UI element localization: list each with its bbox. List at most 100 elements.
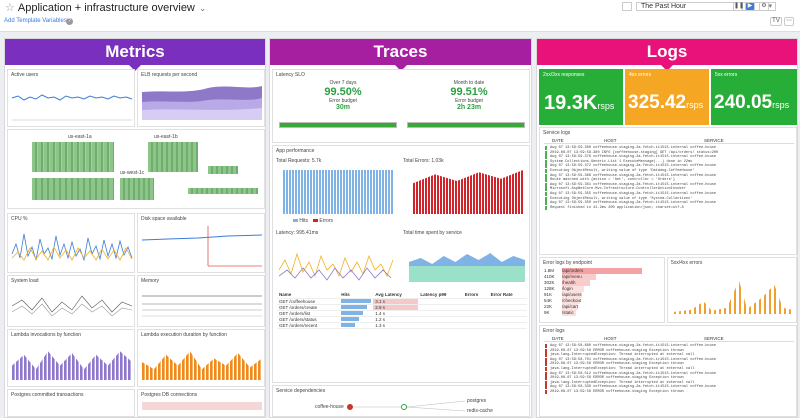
log-line[interactable]: System.Collections.Generic.List`1 Execut… [544,159,794,165]
column-header[interactable]: SERVICE [704,138,724,143]
tile-title: 4xx errors [629,72,652,78]
log-line[interactable]: Aug 07 13:59:59.361 coffeehouse-staging-… [544,182,794,188]
log-line[interactable]: Aug 07 13:59:59.350 coffeehouse-staging-… [544,201,794,206]
column-header[interactable]: Avg Latency [373,292,419,299]
toplist-row[interactable]: 302K/health [544,280,662,286]
system-load-chart [11,295,133,317]
hostmap-widget[interactable]: us-east-1a us-east-1b us-west-1c [7,129,265,209]
column-header[interactable]: Errors [462,292,489,299]
widget-title: ELB requests per second [141,72,198,78]
service-dependencies-widget[interactable]: Service dependencies coffee-house postgr… [272,385,530,417]
tv-mode-button[interactable]: TV [770,17,782,26]
table-row[interactable]: GET /orders/create 2.9 s [277,304,527,311]
log-line[interactable]: Executing ObjectResult, writing value of… [544,196,794,202]
disk-widget[interactable]: Disk space available [137,213,265,273]
pg-conn-widget[interactable]: Postgres DB connections [137,389,265,417]
pg-tx-widget[interactable]: Postgres committed transactions [7,389,135,417]
help-icon[interactable]: ? [66,18,73,25]
system-load-widget[interactable]: System load [7,275,135,327]
table-row[interactable]: GET /coffeehouse 3.1 s [277,298,527,305]
latency-chart [279,252,394,281]
2xx-responses-tile[interactable]: 2xx/3xx responses 19.3Krsps [539,69,623,125]
log-line[interactable]: 2019-08-07 13:59:58 ERROR coffeehouse-st… [544,376,794,381]
cpu-widget[interactable]: CPU % [7,213,135,273]
5xx-4xx-errors-widget[interactable]: 5xx/4xx errors [667,257,797,323]
hostmap-hexgroup [120,178,154,200]
5xx-errors-tile[interactable]: 5xx errors 240.05rsps [711,69,797,125]
log-line[interactable]: Aug 07 13:59:59.366 coffeehouse-staging-… [544,173,794,179]
column-header[interactable]: DATE [552,336,564,341]
time-range-select[interactable]: The Past Hour ▾ [636,2,776,11]
service-node[interactable] [347,404,353,410]
column-header[interactable]: Error Rate [488,292,527,299]
column-header[interactable]: DATE [552,138,564,143]
column-header[interactable]: Latency p99 [418,292,463,299]
toplist-row[interactable]: 1.8M/api/orders [544,268,662,274]
latency-slo-widget[interactable]: Latency SLO Over 7 days 99.50% Error bud… [272,69,530,143]
column-header[interactable]: HOST [604,336,617,341]
service-node-label[interactable]: postgres [467,398,487,404]
calendar-icon[interactable] [622,2,632,11]
toplist-row[interactable]: 9K/static [544,310,662,316]
elb-requests-widget[interactable]: ELB requests per second [137,69,265,127]
errors-bars [674,280,792,314]
log-line[interactable]: Aug 07 13:59:58.880 coffeehouse-staging-… [544,344,794,349]
cell [462,298,489,305]
star-icon[interactable]: ☆ [5,2,15,14]
log-line[interactable]: Aug 07 13:59:58.330 coffeehouse-staging-… [544,385,794,390]
service-node-label[interactable]: coffee-house [315,404,344,410]
toplist-count: 9K [544,310,550,315]
toplist-row[interactable]: 410K/api/menu [544,274,662,280]
log-line[interactable]: 2019-08-07 13:59:59.380 INFO [coffeehous… [544,150,794,156]
dashboard-title[interactable]: ☆ Application + infrastructure overview ⌄ [5,1,206,14]
live-button[interactable]: ▶ [745,2,755,11]
log-line[interactable]: Executing ObjectResult, writing value of… [544,168,794,174]
log-line[interactable]: Aug 07 13:59:59.355 coffeehouse-staging-… [544,191,794,197]
log-line[interactable]: Aug 07 13:59:59.376 coffeehouse-staging-… [544,155,794,160]
column-header[interactable]: Name [277,292,340,299]
column-header[interactable]: HOST [604,138,617,143]
lambda-invocations-widget[interactable]: Lambda invocations by function [7,329,135,387]
4xx-errors-tile[interactable]: 4xx errors 325.42rsps [625,69,709,125]
service-logs-widget[interactable]: Service logs DATE HOST SERVICE Aug 07 13… [539,127,797,255]
more-options-button[interactable]: ⋯ [784,17,794,26]
log-line[interactable]: Route matched with {action = 'Get', cont… [544,178,794,183]
service-node-label[interactable]: redis-cache [467,408,493,414]
log-line[interactable]: 2019-08-07 13:59:58 ERROR coffeehouse-st… [544,362,794,367]
tile-number: 240.05 [714,92,773,113]
log-line[interactable]: Aug 07 13:59:59.380 coffeehouse-staging-… [544,146,794,151]
table-row[interactable]: GET /orders/list 1.4 s [277,310,527,317]
chevron-down-icon[interactable]: ⌄ [198,3,207,13]
pause-button[interactable]: ❚❚ [733,2,745,11]
logs-column: Logs 2xx/3xx responses 19.3Krsps 4xx err… [536,38,798,418]
add-template-variables-link[interactable]: Add Template Variables [4,18,67,24]
log-line[interactable]: Aug 07 13:59:58.512 coffeehouse-staging-… [544,371,794,377]
error-logs-widget[interactable]: Error logs DATE HOST SERVICE Aug 07 13:5… [539,325,797,417]
toplist-row[interactable]: 22K/api/cart [544,304,662,310]
app-performance-widget[interactable]: App performance Total Requests: 5.7k Tot… [272,145,530,383]
toplist-row[interactable]: 54K/checkout [544,298,662,304]
log-line[interactable]: Aug 07 13:59:58.701 coffeehouse-staging-… [544,357,794,363]
settings-icon[interactable]: ⚙ [759,2,769,11]
error-log-list: Aug 07 13:59:58.880 coffeehouse-staging-… [544,344,794,395]
log-line[interactable]: java.lang.InterruptedException: Thread i… [544,380,794,386]
errors-by-endpoint-widget[interactable]: Error logs by endpoint 1.8M/api/orders 4… [539,257,665,323]
log-line[interactable]: Microsoft.AspNetCore.Mvc.Infrastructure.… [544,187,794,192]
toplist-row[interactable]: 128K/login [544,286,662,292]
service-node[interactable] [401,404,407,410]
lambda-duration-widget[interactable]: Lambda execution duration by function [137,329,265,387]
active-users-widget[interactable]: Active users [7,69,135,127]
log-line[interactable]: Aug 07 13:59:59.372 coffeehouse-staging-… [544,164,794,169]
column-header[interactable]: SERVICE [704,336,724,341]
toplist-row[interactable]: 91K/api/users [544,292,662,298]
log-line[interactable]: 2019-08-07 13:59:58 ERROR coffeehouse-st… [544,389,794,395]
table-row[interactable]: GET /orders/status 1.2 s [277,316,527,323]
memory-widget[interactable]: Memory [137,275,265,327]
log-line[interactable]: 2019-08-07 13:59:58 ERROR coffeehouse-st… [544,348,794,354]
log-line[interactable]: java.lang.InterruptedException: Thread i… [544,353,794,358]
log-line[interactable]: Request finished in 41.2ms 200 applicati… [544,205,794,211]
column-header[interactable]: Hits [339,292,374,299]
log-line[interactable]: java.lang.InterruptedException: Thread i… [544,366,794,372]
table-row[interactable]: GET /orders/recent 1.3 s [277,322,527,329]
hostmap-group-label: us-east-1b [154,134,178,140]
